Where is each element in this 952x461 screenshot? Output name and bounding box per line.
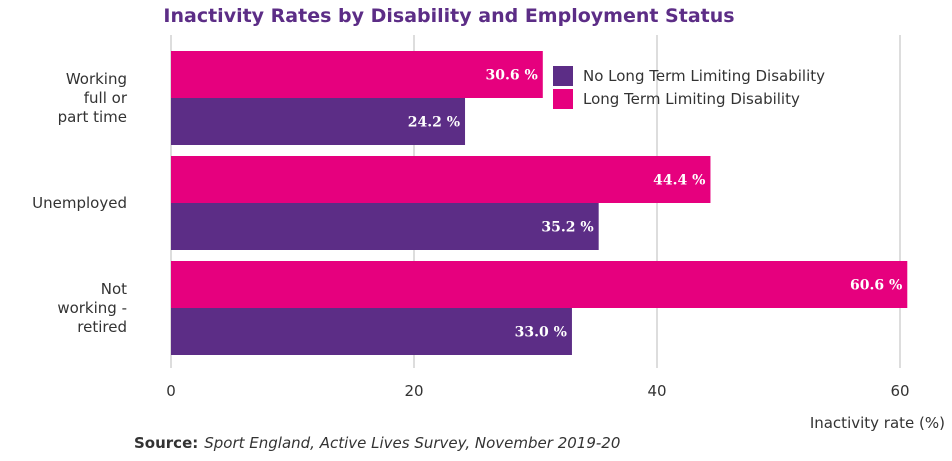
x-tick-label: 40 bbox=[647, 382, 666, 400]
data-label: 35.2 % bbox=[541, 220, 593, 236]
chart-title: Inactivity Rates by Disability and Emplo… bbox=[163, 5, 734, 27]
legend-swatch bbox=[553, 89, 573, 109]
data-label: 30.6 % bbox=[486, 68, 538, 84]
bar bbox=[171, 203, 599, 250]
legend-swatch bbox=[553, 66, 573, 86]
source-note: Source: Sport England, Active Lives Surve… bbox=[134, 434, 620, 452]
bar bbox=[171, 51, 543, 98]
data-label: 44.4 % bbox=[653, 173, 705, 189]
source-text: Sport England, Active Lives Survey, Nove… bbox=[204, 434, 621, 452]
category-label: Working full or part time bbox=[58, 70, 128, 126]
x-tick-label: 60 bbox=[890, 382, 909, 400]
x-axis-title: Inactivity rate (%) bbox=[810, 414, 945, 432]
x-tick-label: 0 bbox=[166, 382, 176, 400]
x-tick-label: 20 bbox=[404, 382, 423, 400]
data-label: 24.2 % bbox=[408, 115, 460, 131]
bar bbox=[171, 98, 466, 145]
bar bbox=[171, 261, 908, 308]
source-label: Source: bbox=[134, 434, 199, 452]
bar bbox=[171, 156, 711, 203]
legend-label: Long Term Limiting Disability bbox=[583, 90, 800, 108]
category-label: Not working -retired bbox=[57, 280, 127, 336]
legend-label: No Long Term Limiting Disability bbox=[583, 67, 825, 85]
bar bbox=[171, 308, 572, 355]
data-label: 33.0 % bbox=[515, 325, 567, 341]
data-label: 60.6 % bbox=[850, 278, 902, 294]
category-label: Unemployed bbox=[32, 194, 127, 212]
